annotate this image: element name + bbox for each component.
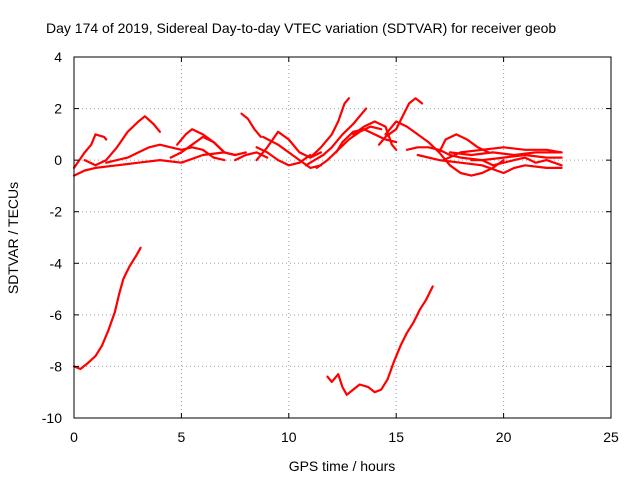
- y-tick-label: 4: [54, 49, 62, 65]
- series-arc-17: [377, 97, 424, 146]
- y-tick-label: -8: [50, 358, 63, 374]
- x-tick-label: 0: [70, 429, 78, 445]
- series-arc-16: [352, 120, 398, 151]
- series-arc-19: [405, 146, 563, 162]
- series-arc-22: [442, 146, 563, 162]
- y-tick-label: 2: [54, 101, 62, 117]
- series-arc-13: [304, 107, 368, 167]
- x-tick-label: 20: [496, 429, 512, 445]
- series-arc-20: [416, 153, 563, 175]
- series-arc-6: [176, 128, 226, 154]
- series-arc-15: [335, 128, 398, 154]
- y-tick-label: -6: [50, 307, 63, 323]
- y-tick-label: -4: [50, 255, 63, 271]
- series-arc-4: [105, 143, 226, 164]
- series-arc-25: [72, 246, 142, 371]
- x-tick-label: 25: [603, 429, 619, 445]
- series-arc-10: [261, 135, 323, 169]
- series-arc-24: [470, 156, 563, 167]
- chart-title: Day 174 of 2019, Sidereal Day-to-day VTE…: [46, 20, 556, 36]
- series-arc-8: [240, 112, 262, 138]
- series-arc-26: [326, 285, 434, 396]
- y-axis-label: SDTVAR / TECUs: [5, 182, 21, 294]
- series-arc-14: [315, 125, 383, 169]
- y-tick-label: -10: [42, 410, 62, 426]
- series-arc-11: [255, 146, 312, 167]
- series-arc-23: [438, 133, 490, 154]
- x-tick-label: 15: [388, 429, 404, 445]
- series-arc-12: [309, 97, 350, 159]
- x-tick-label: 5: [178, 429, 186, 445]
- series-arc-2: [72, 133, 108, 169]
- plot-frame: [73, 56, 612, 419]
- series-arc-3: [83, 115, 161, 167]
- series-arc-21: [448, 151, 563, 157]
- x-tick-label: 10: [281, 429, 297, 445]
- x-axis-label: GPS time / hours: [289, 458, 396, 474]
- y-tick-label: 0: [54, 152, 62, 168]
- y-tick-label: -2: [50, 204, 63, 220]
- series-arc-1: [72, 151, 237, 177]
- data-series: [72, 97, 563, 396]
